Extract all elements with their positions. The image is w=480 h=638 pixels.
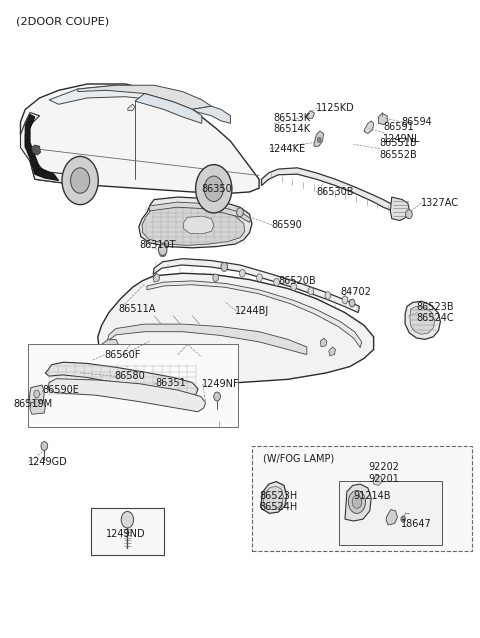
Text: 1249GD: 1249GD bbox=[28, 457, 67, 467]
Circle shape bbox=[34, 390, 39, 397]
Text: 86519M: 86519M bbox=[13, 399, 53, 409]
Polygon shape bbox=[262, 168, 393, 211]
Circle shape bbox=[121, 512, 133, 528]
Circle shape bbox=[308, 287, 313, 295]
Text: (W/FOG LAMP): (W/FOG LAMP) bbox=[263, 454, 334, 464]
Text: 86530B: 86530B bbox=[316, 187, 354, 197]
Text: (2DOOR COUPE): (2DOOR COUPE) bbox=[16, 17, 109, 27]
Polygon shape bbox=[139, 197, 252, 248]
Polygon shape bbox=[135, 94, 202, 123]
Text: 86523H
86524H: 86523H 86524H bbox=[259, 491, 297, 512]
Polygon shape bbox=[410, 306, 435, 334]
Text: 86310T: 86310T bbox=[140, 240, 176, 249]
Polygon shape bbox=[49, 85, 164, 104]
Ellipse shape bbox=[160, 253, 166, 256]
Text: 1244KE: 1244KE bbox=[269, 144, 306, 154]
Text: 86523B
86524C: 86523B 86524C bbox=[417, 302, 454, 323]
Polygon shape bbox=[29, 385, 44, 404]
Bar bbox=[28, 345, 238, 427]
Polygon shape bbox=[390, 197, 409, 221]
Polygon shape bbox=[373, 475, 382, 486]
Circle shape bbox=[401, 516, 406, 523]
Circle shape bbox=[348, 491, 365, 514]
Circle shape bbox=[342, 296, 348, 304]
Text: 91214B: 91214B bbox=[354, 491, 391, 501]
Polygon shape bbox=[21, 84, 259, 193]
Circle shape bbox=[274, 278, 279, 286]
Text: 86591
1249NL: 86591 1249NL bbox=[383, 122, 420, 144]
Polygon shape bbox=[405, 301, 441, 339]
Text: 86590E: 86590E bbox=[42, 385, 79, 395]
Polygon shape bbox=[153, 273, 160, 282]
Bar bbox=[91, 508, 164, 555]
Polygon shape bbox=[386, 510, 397, 525]
Circle shape bbox=[352, 496, 362, 508]
Polygon shape bbox=[345, 484, 371, 521]
Polygon shape bbox=[30, 400, 45, 414]
Text: 86513K
86514K: 86513K 86514K bbox=[274, 112, 311, 134]
Polygon shape bbox=[307, 110, 314, 118]
Polygon shape bbox=[149, 202, 251, 223]
Text: 86351: 86351 bbox=[155, 378, 186, 387]
Polygon shape bbox=[142, 205, 245, 246]
Circle shape bbox=[237, 208, 243, 217]
Polygon shape bbox=[364, 121, 373, 133]
Polygon shape bbox=[128, 104, 135, 110]
Circle shape bbox=[325, 292, 331, 299]
Polygon shape bbox=[48, 379, 205, 412]
Polygon shape bbox=[98, 273, 373, 383]
Text: 86511A: 86511A bbox=[118, 304, 156, 315]
Polygon shape bbox=[378, 113, 388, 124]
Circle shape bbox=[349, 299, 355, 307]
Circle shape bbox=[71, 168, 90, 193]
Polygon shape bbox=[184, 216, 214, 234]
Circle shape bbox=[317, 137, 321, 142]
Text: 1249NF: 1249NF bbox=[202, 379, 240, 389]
Bar bbox=[252, 446, 472, 551]
Polygon shape bbox=[192, 106, 230, 123]
Circle shape bbox=[204, 176, 223, 202]
Polygon shape bbox=[147, 281, 362, 348]
Polygon shape bbox=[78, 85, 211, 109]
Polygon shape bbox=[261, 482, 287, 514]
Circle shape bbox=[406, 210, 412, 219]
Circle shape bbox=[158, 244, 167, 255]
Polygon shape bbox=[102, 339, 118, 352]
Text: 92202
92201: 92202 92201 bbox=[369, 462, 400, 484]
Circle shape bbox=[34, 399, 39, 406]
Text: 86580: 86580 bbox=[115, 371, 145, 381]
Circle shape bbox=[196, 165, 232, 213]
Text: 86551B
86552B: 86551B 86552B bbox=[379, 138, 417, 160]
Circle shape bbox=[221, 262, 228, 271]
Polygon shape bbox=[45, 362, 198, 397]
Polygon shape bbox=[32, 145, 40, 155]
Circle shape bbox=[214, 392, 220, 401]
Bar bbox=[339, 481, 442, 544]
Text: 86560F: 86560F bbox=[104, 350, 140, 360]
Text: 1244BJ: 1244BJ bbox=[235, 306, 269, 316]
Polygon shape bbox=[263, 486, 283, 510]
Circle shape bbox=[62, 156, 98, 205]
Circle shape bbox=[257, 274, 263, 281]
Polygon shape bbox=[153, 258, 360, 313]
Polygon shape bbox=[314, 131, 324, 146]
Text: 1249ND: 1249ND bbox=[106, 529, 145, 538]
Circle shape bbox=[213, 274, 218, 281]
Circle shape bbox=[291, 283, 297, 290]
Text: 86590: 86590 bbox=[271, 220, 302, 230]
Polygon shape bbox=[21, 112, 97, 186]
Polygon shape bbox=[108, 324, 307, 355]
Text: 86350: 86350 bbox=[202, 184, 233, 194]
Polygon shape bbox=[320, 338, 327, 347]
Text: 84702: 84702 bbox=[340, 286, 371, 297]
Circle shape bbox=[41, 441, 48, 450]
Text: 1125KD: 1125KD bbox=[316, 103, 355, 113]
Text: 1327AC: 1327AC bbox=[421, 198, 459, 208]
Polygon shape bbox=[329, 347, 336, 356]
Text: 86520B: 86520B bbox=[278, 276, 316, 286]
Text: 18647: 18647 bbox=[401, 519, 432, 528]
Circle shape bbox=[240, 269, 245, 277]
Polygon shape bbox=[25, 114, 59, 181]
Text: 86594: 86594 bbox=[401, 117, 432, 127]
